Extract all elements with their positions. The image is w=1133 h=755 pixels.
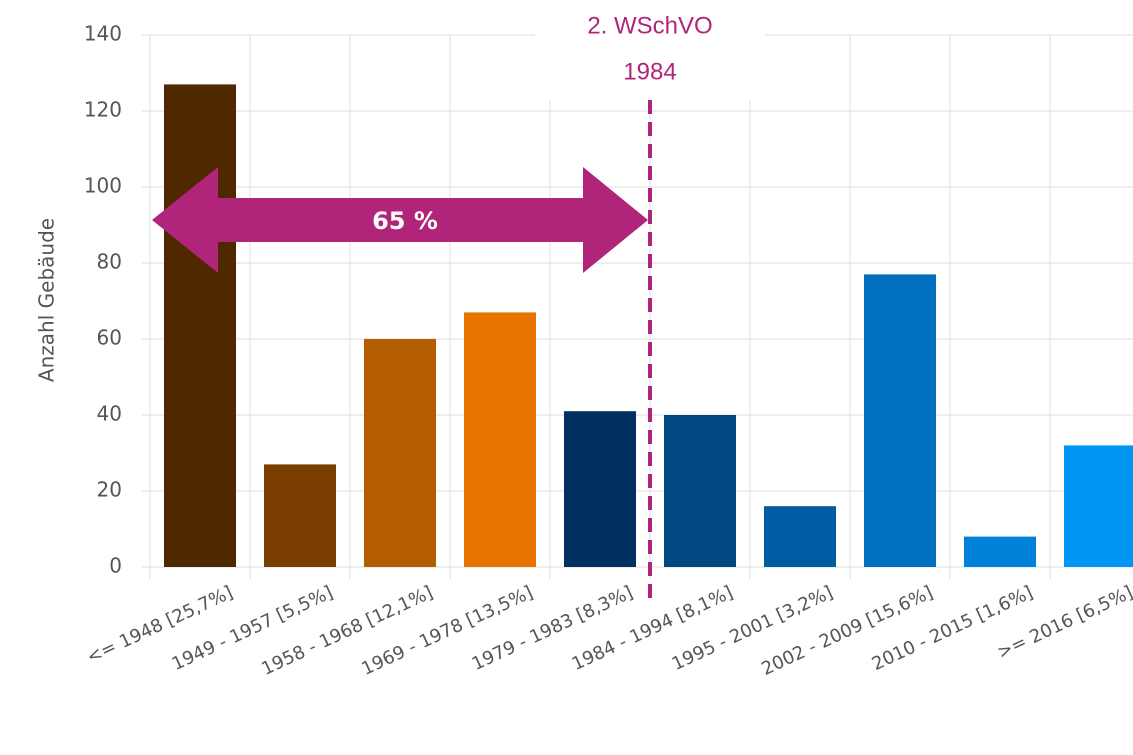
bar	[964, 536, 1036, 567]
annotation-title: 2. WSchVO	[587, 12, 712, 39]
y-tick-label: 80	[97, 250, 122, 274]
x-tick-label: 1995 - 2001 [3,2%]	[669, 582, 837, 675]
bar	[764, 506, 836, 567]
bars	[164, 84, 1133, 568]
bar	[364, 339, 436, 567]
annotation-year: 1984	[623, 58, 676, 85]
annotation-arrow	[152, 167, 648, 273]
x-tick-label: 1958 - 1968 [12,1%]	[258, 582, 436, 680]
y-tick-label: 20	[97, 478, 122, 502]
bar	[464, 312, 536, 567]
bar	[564, 411, 636, 567]
y-tick-label: 100	[84, 174, 122, 198]
y-tick-label: 0	[109, 554, 122, 578]
y-axis-label: Anzahl Gebäude	[35, 218, 59, 382]
x-tick-label: 1949 - 1957 [5,5%]	[169, 582, 337, 675]
arrow-label: 65 %	[372, 207, 438, 235]
bar	[164, 84, 236, 568]
y-tick-label: 60	[97, 326, 122, 350]
bar	[864, 274, 936, 567]
y-tick-label: 40	[97, 402, 122, 426]
y-tick-label: 140	[84, 22, 122, 46]
bar	[264, 464, 336, 567]
bar	[664, 415, 736, 567]
bar	[1064, 445, 1133, 567]
x-tick-label: 1969 - 1978 [13,5%]	[358, 582, 536, 680]
x-tick-label: 1984 - 1994 [8,1%]	[569, 582, 737, 675]
x-tick-label: 2002 - 2009 [15,6%]	[758, 582, 936, 680]
y-tick-label: 120	[84, 98, 122, 122]
x-tick-label: 2010 - 2015 [1,6%]	[869, 582, 1037, 675]
annotation-box	[535, 0, 765, 100]
x-tick-label: 1979 - 1983 [8,3%]	[469, 582, 637, 675]
